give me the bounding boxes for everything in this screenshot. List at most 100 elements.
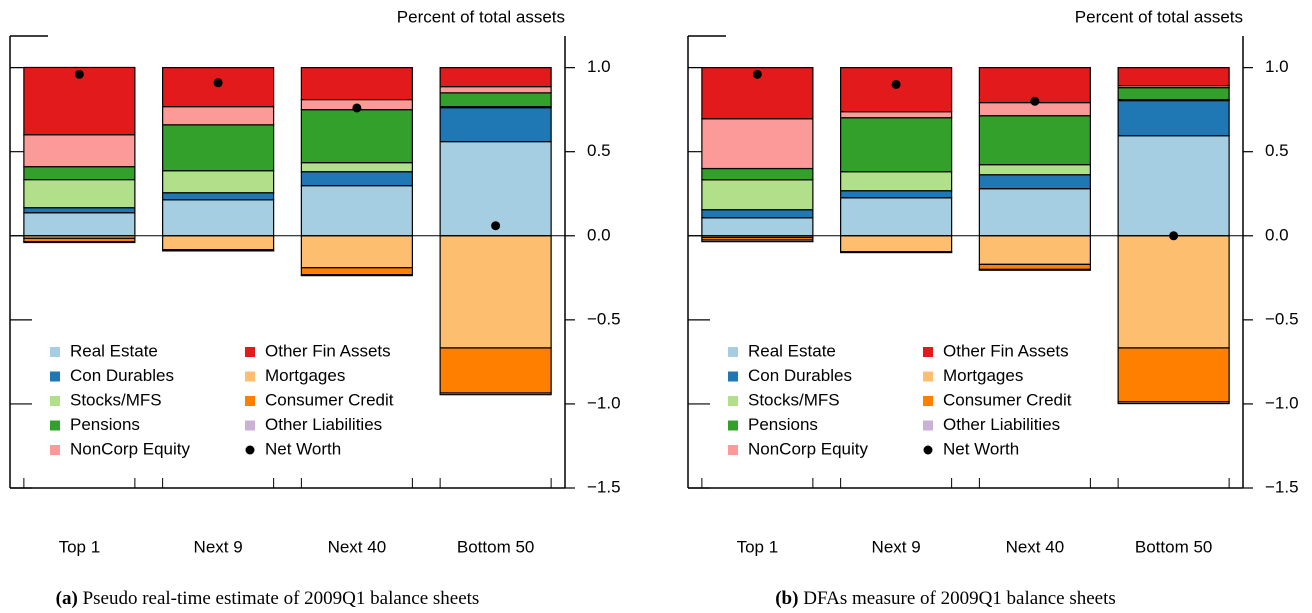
bar-segment: [1117, 401, 1230, 405]
legend-label: Pensions: [70, 415, 140, 434]
legend-swatch: [923, 396, 933, 406]
legend-label: Con Durables: [748, 366, 852, 385]
bar-segment: [840, 197, 953, 237]
legend-label: Mortgages: [265, 366, 345, 385]
bar-segment: [300, 235, 413, 269]
bar-segment: [300, 109, 413, 164]
bar-segment: [1117, 347, 1230, 403]
bar-segment: [701, 239, 814, 243]
y-tick-label: 0.5: [587, 141, 611, 160]
legend-swatch: [50, 347, 60, 357]
bar-segment: [300, 171, 413, 187]
caption-label: (b): [775, 588, 798, 609]
bar-segment: [162, 235, 275, 251]
bar-segment: [701, 209, 814, 219]
bar-segment: [23, 212, 136, 237]
x-tick-label: Bottom 50: [1135, 537, 1213, 556]
bar-segment: [840, 171, 953, 192]
legend-label: Con Durables: [70, 366, 174, 385]
legend-swatch: [923, 420, 933, 431]
y-tick-label: −1.5: [1265, 477, 1299, 496]
legend-label: Mortgages: [943, 366, 1023, 385]
panel: Percent of total assets −1.5 −1.0 −0.5 0.0 0.…: [687, 7, 1299, 609]
bar-segment: [23, 166, 136, 181]
legend-swatch: [923, 371, 933, 382]
legend-swatch: [50, 396, 60, 406]
y-tick-label: −1.0: [1265, 393, 1299, 412]
bar-segment: [840, 235, 953, 253]
legend-label: NonCorp Equity: [748, 439, 869, 458]
net-worth-dot: [752, 69, 762, 79]
legend-swatch: [245, 420, 255, 431]
caption: (a) Pseudo real-time estimate of 2009Q1 …: [56, 588, 480, 609]
bar-segment: [300, 267, 413, 276]
net-worth-dot: [213, 78, 223, 88]
bar-segment: [439, 235, 552, 349]
y-tick-label: 0.0: [1265, 225, 1289, 244]
bar-segment: [300, 162, 413, 173]
bar-segment: [840, 190, 953, 199]
x-tick-label: Top 1: [737, 537, 779, 556]
legend-swatch: [728, 347, 738, 357]
net-worth-dot: [74, 69, 84, 79]
bar-segment: [701, 217, 814, 237]
bar-segment: [162, 199, 275, 237]
bar-segment: [439, 86, 552, 94]
bar-segment: [701, 118, 814, 170]
bar-segment: [162, 170, 275, 194]
legend-label: Real Estate: [748, 341, 836, 360]
legend-swatch: [728, 445, 738, 455]
legend-swatch: [728, 420, 738, 431]
legend-swatch: [50, 371, 60, 382]
legend-label: Net Worth: [943, 439, 1019, 458]
bar-segment: [978, 188, 1091, 237]
bar-segment: [439, 141, 552, 237]
bar-segment: [1117, 87, 1230, 101]
legend-swatch: [728, 371, 738, 382]
y-tick-label: −0.5: [587, 309, 621, 328]
net-worth-dot: [491, 221, 501, 231]
bar-segment: [1117, 67, 1230, 87]
bar-segment: [840, 117, 953, 173]
bar-segment: [978, 164, 1091, 176]
bar-segment: [162, 106, 275, 126]
bar-segment: [978, 235, 1091, 265]
caption-label: (a): [56, 588, 78, 609]
bar-segment: [978, 263, 1091, 271]
legend-label: Net Worth: [265, 439, 341, 458]
bar-segment: [300, 274, 413, 277]
x-tick-label: Bottom 50: [457, 537, 535, 556]
y-tick-label: 1.0: [1265, 57, 1289, 76]
legend-swatch: [50, 445, 60, 455]
y-tick-label: −0.5: [1265, 309, 1299, 328]
legend-label: Other Fin Assets: [265, 341, 391, 360]
legend-label: Consumer Credit: [265, 390, 394, 409]
bar-segment: [1117, 235, 1230, 349]
legend-label: Stocks/MFS: [748, 390, 840, 409]
legend-marker: [245, 445, 255, 455]
y-axis-label: Percent of total assets: [397, 7, 565, 26]
bar-segment: [439, 92, 552, 108]
x-tick-label: Next 40: [328, 537, 387, 556]
legend-label: Other Fin Assets: [943, 341, 1069, 360]
legend-label: Other Liabilities: [943, 415, 1060, 434]
bar-segment: [439, 347, 552, 394]
legend-label: Stocks/MFS: [70, 390, 162, 409]
caption: (b) DFAs measure of 2009Q1 balance sheet…: [775, 588, 1116, 609]
bar-segment: [23, 241, 136, 244]
legend-label: Pensions: [748, 415, 818, 434]
y-tick-label: 0.0: [587, 225, 611, 244]
legend-swatch: [50, 420, 60, 431]
panel: Percent of total assets −1.5 −1.0 −0.5 0.0 0.…: [9, 7, 621, 609]
net-worth-dot: [352, 103, 362, 113]
bar-segment: [439, 67, 552, 88]
x-tick-label: Next 9: [872, 537, 921, 556]
bar-segment: [978, 115, 1091, 166]
bar-segment: [162, 124, 275, 172]
net-worth-dot: [891, 79, 901, 89]
bar-segment: [1117, 135, 1230, 237]
legend-label: Real Estate: [70, 341, 158, 360]
caption-text: DFAs measure of 2009Q1 balance sheets: [803, 588, 1116, 609]
legend-swatch: [728, 396, 738, 406]
